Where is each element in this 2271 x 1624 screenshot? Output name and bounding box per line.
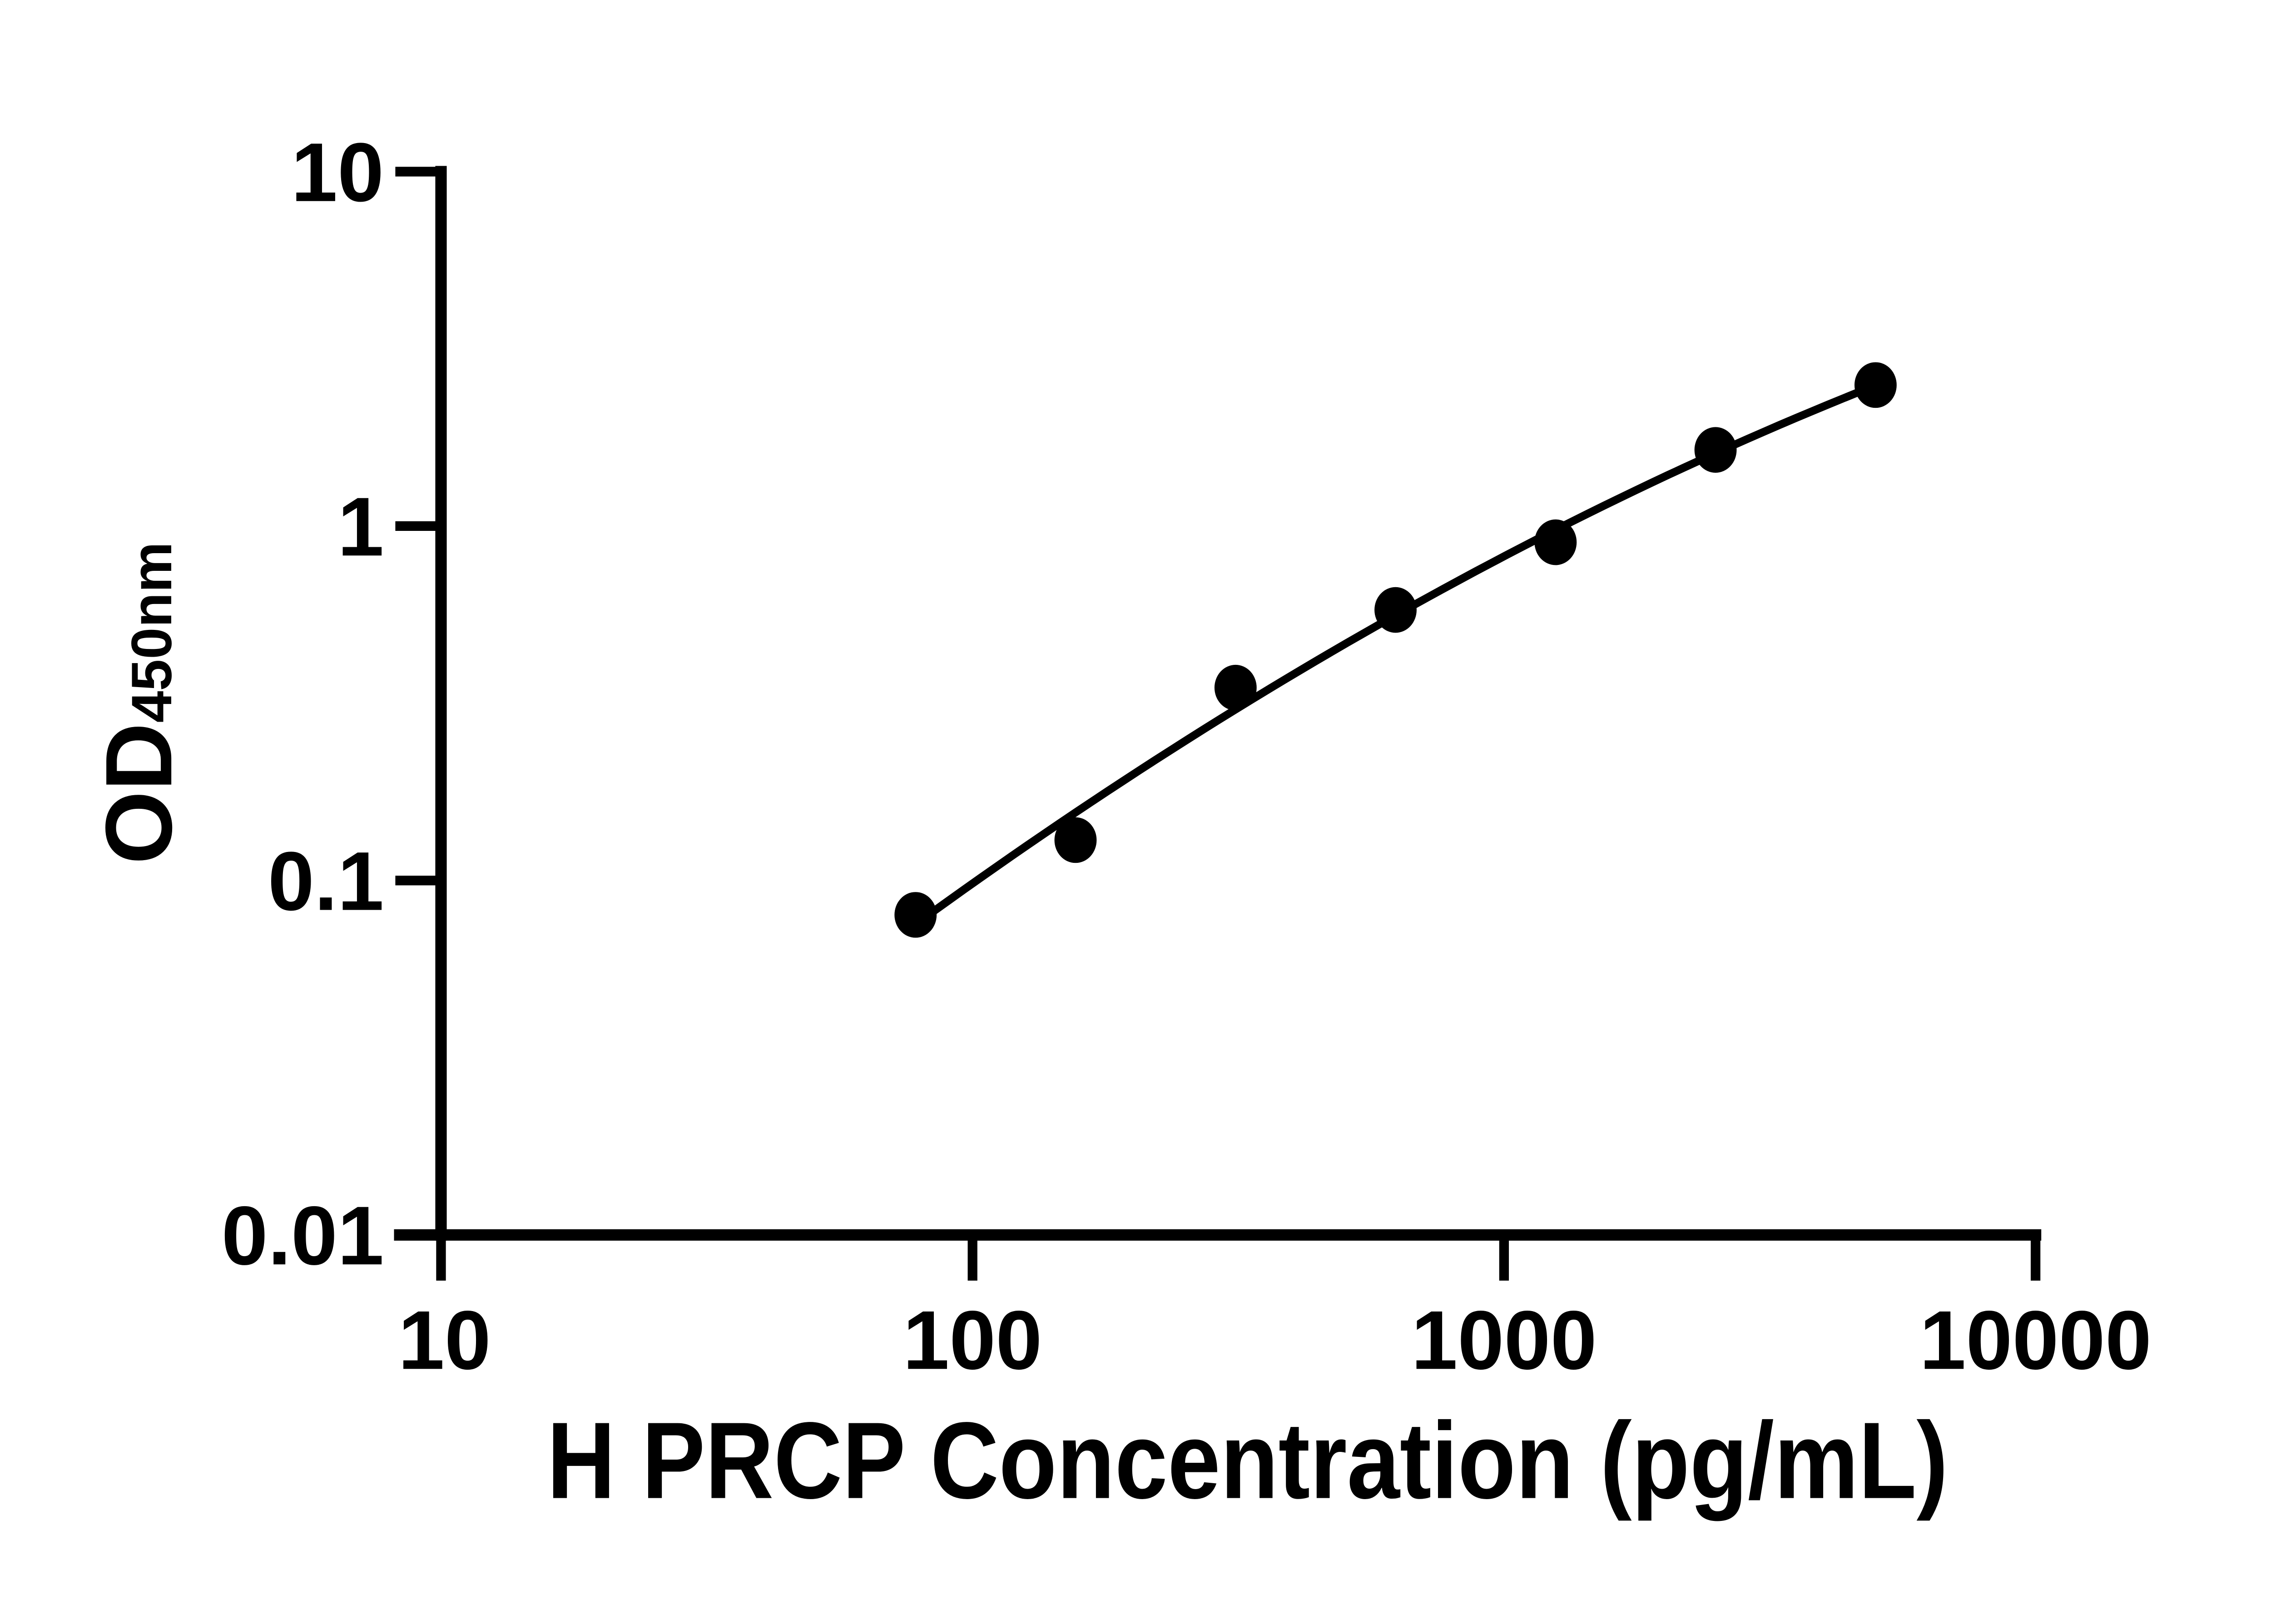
data-point-marker xyxy=(1214,664,1257,711)
y-axis-title-subscript: 450nm xyxy=(119,542,183,723)
y-tick-label: 0.1 xyxy=(268,835,384,928)
y-tick-label: 10 xyxy=(291,126,384,219)
data-point-marker xyxy=(1694,427,1737,473)
x-tick-label: 100 xyxy=(903,1293,1042,1386)
data-point-marker xyxy=(894,892,937,938)
x-tick-label: 1000 xyxy=(1411,1293,1597,1386)
y-tick-label: 0.01 xyxy=(222,1189,384,1282)
x-tick-label: 10 xyxy=(398,1293,491,1386)
x-tick-label: 10000 xyxy=(1919,1293,2152,1386)
data-point-marker xyxy=(1854,362,1897,408)
data-point-marker xyxy=(1054,817,1097,863)
data-point-marker xyxy=(1534,519,1577,565)
y-axis-title-main: OD xyxy=(86,723,192,864)
axes-layer xyxy=(394,166,2042,1241)
titles-layer: H PRCP Concentration (pg/mL) OD450nm xyxy=(86,542,1948,1521)
x-axis-title: H PRCP Concentration (pg/mL) xyxy=(547,1400,1948,1521)
y-tick-label: 1 xyxy=(337,480,384,573)
series-layer xyxy=(894,362,1897,938)
y-axis-title: OD450nm xyxy=(86,542,192,864)
data-point-marker xyxy=(1374,587,1417,633)
